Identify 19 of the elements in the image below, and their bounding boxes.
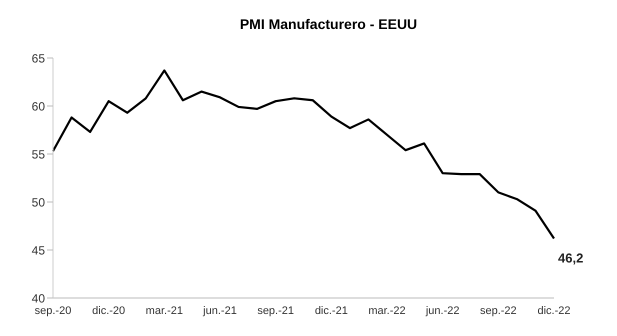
y-tick-label: 40	[32, 291, 46, 306]
x-tick-label: sep.-22	[480, 304, 517, 317]
x-tick-label: mar.-21	[146, 304, 183, 317]
y-tick-label: 45	[32, 243, 46, 258]
x-tick-label: sep.-20	[34, 304, 72, 317]
y-tick-label: 50	[32, 195, 46, 210]
x-tick-label: dic.-21	[314, 304, 348, 317]
x-tick-label: dic.-22	[537, 304, 571, 317]
chart-title: PMI Manufacturero - EEUU	[238, 15, 418, 34]
y-tick-label: 55	[32, 147, 46, 162]
x-tick-label: sep.-21	[257, 304, 294, 317]
x-tick-label: dic.-20	[92, 304, 126, 317]
x-tick-label: jun.-21	[202, 304, 237, 317]
y-tick-label: 60	[32, 99, 46, 114]
y-tick-label: 65	[32, 51, 46, 66]
line-series	[52, 69, 556, 240]
x-tick-label: jun.-22	[424, 304, 460, 317]
data-label: 46,2	[558, 250, 584, 266]
x-tick-label: mar.-22	[368, 304, 406, 317]
